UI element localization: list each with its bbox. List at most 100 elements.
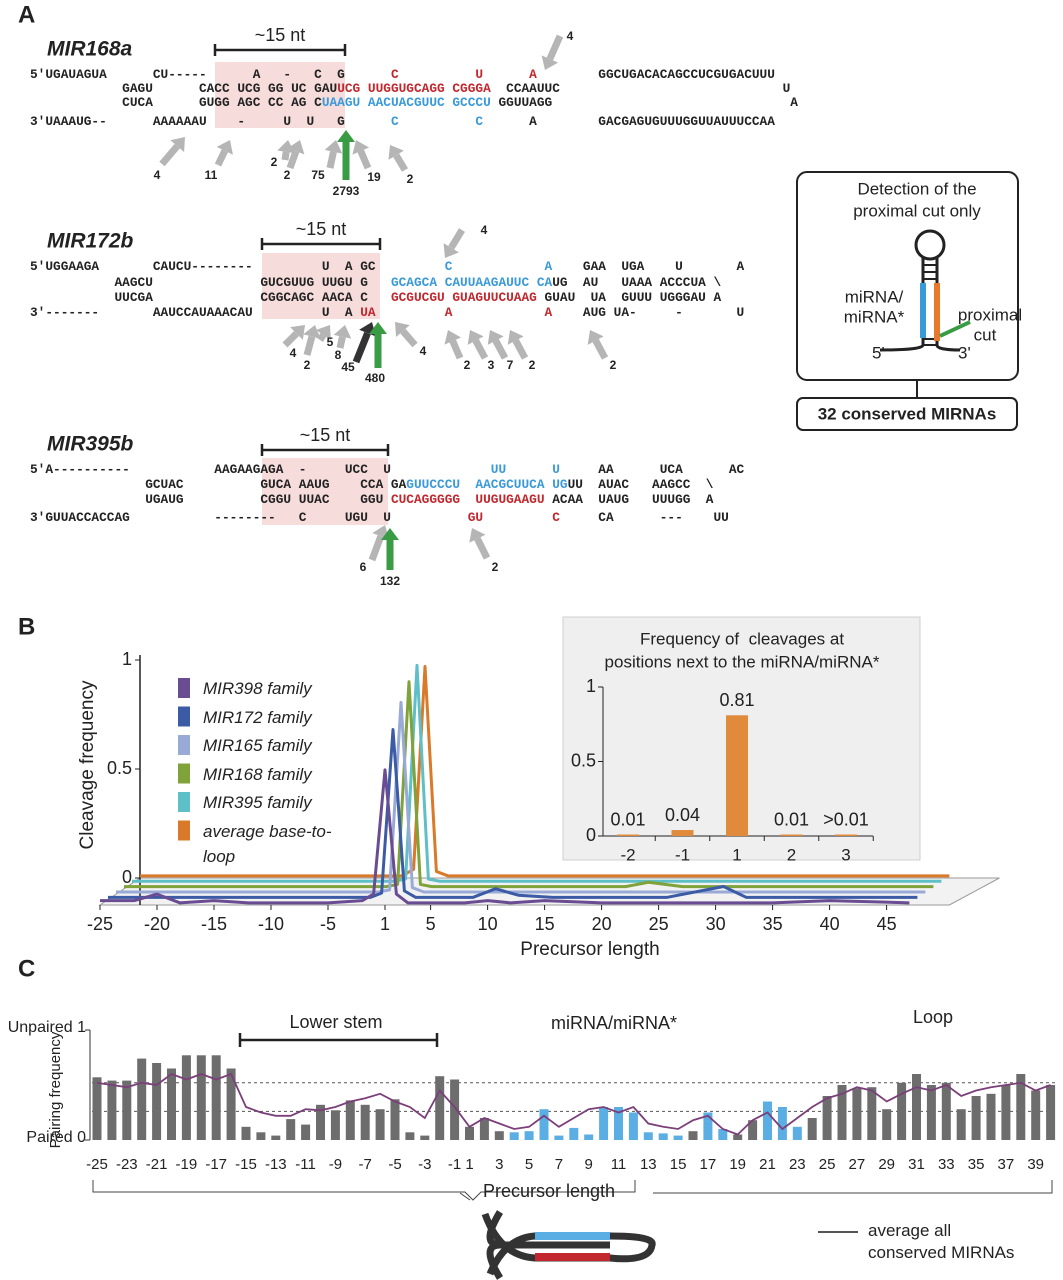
cleavage-count: 5 <box>327 335 334 349</box>
arrow-head <box>541 55 559 70</box>
bar <box>1016 1074 1026 1140</box>
sequence-line: UGAUG CGGU UUAC GGU CUCAGGGGG UUGUGAAGU … <box>30 492 714 507</box>
sequence-segment: GUUCCCU AACGCUUCA UG <box>406 477 568 492</box>
cleavage-count: 6 <box>360 560 367 574</box>
arrow-head <box>333 325 352 339</box>
x-tick-label: -3 <box>418 1156 431 1173</box>
sequence-line: GAGU CACC UCG GG UC GAUUCG UUGGUGCAGG CG… <box>30 81 790 96</box>
y-tick-label: 0 <box>586 825 596 845</box>
sequence-segment: CUCAGGGGG UUGUGAAGU <box>391 492 545 507</box>
structure-name: MIR172b <box>47 230 134 253</box>
x-tick-label: 39 <box>1027 1156 1044 1173</box>
bar <box>941 1082 951 1140</box>
sequence-segment: 3'UAAAUG-- AAAAAAU - U U G <box>30 114 391 129</box>
bar <box>330 1110 340 1140</box>
bar <box>465 1126 474 1140</box>
value-label: >0.01 <box>823 809 869 829</box>
arrow-head <box>352 140 369 155</box>
x-tick-label: 5 <box>525 1156 533 1173</box>
x-tick-label: 30 <box>706 914 726 934</box>
x-tick-label: -25 <box>87 914 113 934</box>
sequence-segment: GUAU UA GUUU UGGGAU A <box>537 290 722 305</box>
bar <box>780 834 803 836</box>
sequence-line: 5'A---------- AAGAAGAGA - UCC U UU U AA … <box>30 462 745 477</box>
bar <box>226 1068 236 1140</box>
cleavage-line <box>124 680 934 889</box>
bar <box>345 1100 355 1140</box>
arrow-head <box>395 322 410 337</box>
cleavage-line <box>100 768 910 905</box>
legend-swatch <box>178 763 190 784</box>
mirna-region-highlight <box>262 253 380 319</box>
y-tick-label: 0 <box>122 867 132 887</box>
cleavage-count: 2 <box>464 358 471 372</box>
bar <box>733 1134 743 1140</box>
cleavage-count: 19 <box>367 170 381 184</box>
bar <box>671 830 694 836</box>
arrow-head <box>337 130 355 142</box>
arrow-shaft <box>317 333 327 342</box>
annotation: Loop <box>913 1007 953 1027</box>
bar <box>837 1085 847 1140</box>
bar <box>420 1135 430 1140</box>
bar <box>748 1120 758 1140</box>
x-tick-label: 19 <box>729 1156 746 1173</box>
arrow-shaft <box>448 228 465 250</box>
cleavage-count: 2 <box>492 560 499 574</box>
arrow-shaft <box>159 143 180 167</box>
x-tick-label: 25 <box>819 1156 836 1173</box>
y-axis-label: Pairing frequency <box>47 1031 64 1148</box>
x-tick-label: 35 <box>763 914 783 934</box>
bar <box>152 1063 162 1140</box>
bar <box>524 1131 534 1140</box>
x-tick-label: -13 <box>265 1156 287 1173</box>
x-tick-label: 9 <box>585 1156 593 1173</box>
x-tick-label: -17 <box>205 1156 227 1173</box>
bracket <box>260 444 390 456</box>
x-axis-label: Precursor length <box>483 1181 615 1201</box>
arrow-shaft <box>357 149 372 170</box>
cleavage-line <box>116 700 926 894</box>
bar <box>256 1132 266 1140</box>
sequence-line: 5'UGAUAGUA CU----- A - C G C U A GGCUGAC… <box>30 67 775 82</box>
x-tick-label: -23 <box>116 1156 138 1173</box>
x-tick-label: 13 <box>640 1156 657 1173</box>
arrow-shaft <box>393 153 409 172</box>
bar <box>271 1135 281 1140</box>
arrow-head <box>388 145 404 160</box>
y-tick-label: 0.5 <box>107 758 132 778</box>
arrow-shaft <box>326 151 337 169</box>
sequence-segment: AUG UA- - U <box>552 305 744 320</box>
arrow-head <box>315 325 331 340</box>
arrow-head <box>444 330 461 345</box>
legend-label: average base-to-loop <box>203 821 332 866</box>
value-label: 0.04 <box>665 805 700 825</box>
result-label: 32 conserved MIRNAs <box>818 404 997 423</box>
bar <box>479 1118 489 1140</box>
bar <box>122 1080 132 1140</box>
bar <box>375 1109 385 1140</box>
arrow-shaft <box>449 339 464 360</box>
x-tick-label: 40 <box>820 914 840 934</box>
bar <box>196 1055 206 1140</box>
sequence-segment: 3'------- AAUCCAUAAACAU U A <box>30 305 360 320</box>
bracket <box>213 44 347 56</box>
bar <box>450 1079 460 1140</box>
sequence-segment: GGCUGACACAGCCUCGUGACUUU <box>537 67 775 82</box>
y-tick-label: 0.5 <box>571 750 596 770</box>
cleavage-count: 7 <box>507 358 514 372</box>
sequence-segment: CA --- UU <box>560 510 729 525</box>
mirna-star-bar <box>934 283 940 341</box>
y-tick-label: 1 <box>586 676 596 696</box>
bracket-label: ~15 nt <box>255 25 306 45</box>
mirna-star-strand <box>535 1253 610 1261</box>
bar <box>539 1109 549 1140</box>
arrow-shaft <box>474 537 491 560</box>
x-tick-label: 33 <box>938 1156 955 1173</box>
cleavage-line <box>108 728 918 899</box>
arrow-shaft <box>286 150 300 170</box>
x-tick-label: 11 <box>611 1156 627 1173</box>
legend-swatch <box>178 820 190 841</box>
sequence-line: 3'------- AAUCCAUAAACAU U A UA A A AUG U… <box>30 305 744 320</box>
arrow-head <box>369 322 387 334</box>
